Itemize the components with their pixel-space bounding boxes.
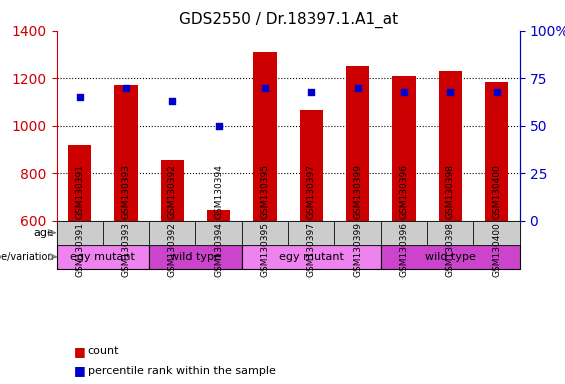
FancyBboxPatch shape [103,221,149,245]
Text: ■: ■ [73,345,85,358]
FancyBboxPatch shape [381,221,427,245]
Text: GSM130398: GSM130398 [446,222,455,277]
Text: egy mutant: egy mutant [279,252,344,262]
Text: 3 d: 3 d [139,226,159,239]
Text: GSM130399: GSM130399 [353,164,362,220]
Text: percentile rank within the sample: percentile rank within the sample [88,366,276,376]
Point [399,88,408,94]
Bar [485,82,508,221]
Text: GSM130397: GSM130397 [307,164,316,220]
Bar [300,110,323,221]
FancyBboxPatch shape [334,221,381,245]
Text: 5 d: 5 d [371,226,391,239]
Bar [207,210,231,221]
Text: wild type: wild type [425,252,476,262]
Text: GSM130395: GSM130395 [260,222,270,277]
FancyBboxPatch shape [56,221,103,245]
Text: GSM130396: GSM130396 [399,222,408,277]
Text: GSM130395: GSM130395 [260,164,270,220]
Bar [346,66,370,221]
Point [353,84,362,91]
Point [492,88,501,94]
FancyBboxPatch shape [56,221,242,245]
Bar [254,52,277,221]
FancyBboxPatch shape [381,245,520,269]
FancyBboxPatch shape [242,221,288,245]
Text: GSM130399: GSM130399 [353,222,362,277]
FancyBboxPatch shape [473,221,520,245]
Text: GSM130391: GSM130391 [75,164,84,220]
Text: GSM130397: GSM130397 [307,222,316,277]
Text: GSM130396: GSM130396 [399,164,408,220]
Text: GSM130394: GSM130394 [214,222,223,277]
Title: GDS2550 / Dr.18397.1.A1_at: GDS2550 / Dr.18397.1.A1_at [179,12,398,28]
Bar [439,71,462,221]
FancyBboxPatch shape [427,221,473,245]
Point [307,88,316,94]
FancyBboxPatch shape [149,221,195,245]
Text: GSM130392: GSM130392 [168,165,177,220]
Text: GSM130392: GSM130392 [168,222,177,277]
Text: GSM130400: GSM130400 [492,222,501,277]
Text: genotype/variation: genotype/variation [0,252,54,262]
Text: wild type: wild type [170,252,221,262]
FancyBboxPatch shape [242,245,381,269]
FancyBboxPatch shape [56,245,149,269]
Text: GSM130393: GSM130393 [121,164,131,220]
Text: GSM130391: GSM130391 [75,222,84,277]
FancyBboxPatch shape [149,245,242,269]
Point [446,88,455,94]
Text: count: count [88,346,119,356]
Point [214,122,223,129]
Text: GSM130398: GSM130398 [446,164,455,220]
Bar [393,76,416,221]
Bar [68,145,92,221]
Text: GSM130394: GSM130394 [214,165,223,220]
FancyBboxPatch shape [242,221,520,245]
Point [121,84,131,91]
Text: ■: ■ [73,364,85,377]
Text: egy mutant: egy mutant [71,252,135,262]
Text: GSM130393: GSM130393 [121,222,131,277]
Text: age: age [33,228,54,238]
FancyBboxPatch shape [288,221,334,245]
Bar [161,160,184,221]
Point [75,94,84,100]
Bar [115,85,138,221]
Point [260,84,270,91]
Text: GSM130400: GSM130400 [492,165,501,220]
FancyBboxPatch shape [195,221,242,245]
Point [168,98,177,104]
